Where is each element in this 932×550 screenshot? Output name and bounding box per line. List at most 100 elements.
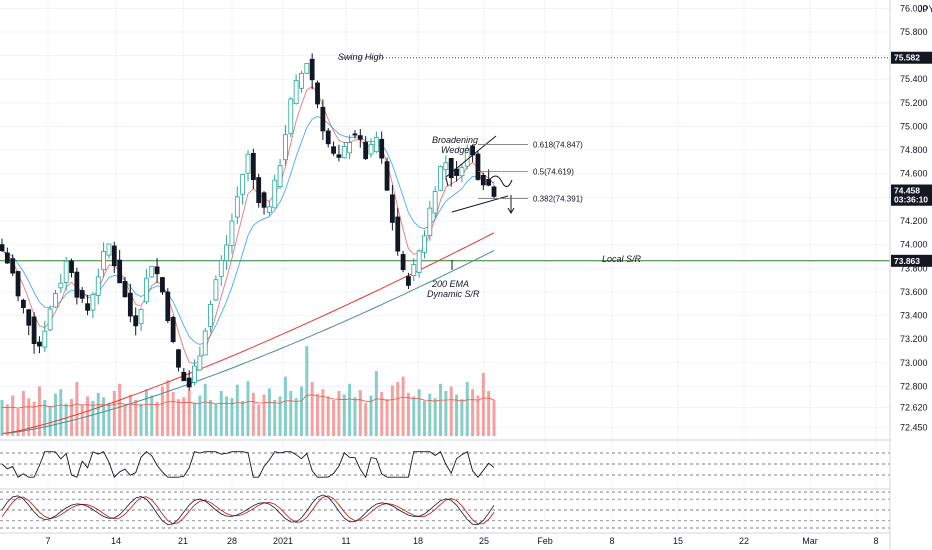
candle-body bbox=[395, 216, 401, 252]
candle-body bbox=[336, 154, 342, 158]
candle-body bbox=[15, 271, 21, 297]
volume-bar bbox=[246, 381, 250, 436]
volume-bar bbox=[406, 392, 410, 436]
candle-body bbox=[266, 206, 272, 213]
candle-body bbox=[245, 153, 251, 174]
candle-body bbox=[480, 174, 486, 186]
volume-bar bbox=[385, 399, 389, 436]
candle-body bbox=[283, 134, 288, 161]
volume-bar bbox=[235, 384, 239, 436]
candle-body bbox=[438, 166, 443, 191]
fib-level-label: 0.5(74.619) bbox=[533, 168, 574, 177]
volume-bar bbox=[439, 383, 443, 436]
volume-bar bbox=[37, 386, 41, 436]
candle-body bbox=[234, 196, 240, 218]
time-label: Feb bbox=[537, 536, 553, 546]
time-label: 8 bbox=[873, 536, 878, 546]
price-tick-label: 73.600 bbox=[900, 287, 928, 297]
candle-body bbox=[31, 316, 37, 345]
volume-bar bbox=[321, 389, 325, 436]
volume-bar bbox=[433, 398, 437, 436]
candle-body bbox=[277, 165, 283, 188]
volume-bar bbox=[455, 394, 459, 436]
volume-bar bbox=[449, 386, 453, 436]
candle-body bbox=[95, 276, 101, 296]
volume-bar bbox=[107, 402, 111, 436]
candle-body bbox=[261, 192, 267, 208]
candle-body bbox=[459, 167, 465, 177]
candle-body bbox=[315, 82, 320, 105]
candle-body bbox=[406, 276, 411, 286]
volume-bar bbox=[214, 403, 218, 436]
volume-bar bbox=[5, 404, 9, 436]
annotation-swing-high: Swing High bbox=[338, 52, 384, 62]
volume-bar bbox=[112, 391, 116, 436]
volume-bar bbox=[91, 400, 95, 436]
candle-body bbox=[400, 254, 406, 270]
candle-body bbox=[448, 157, 454, 179]
price-tick-label: 75.000 bbox=[900, 121, 928, 131]
currency-label: JPY bbox=[918, 4, 932, 14]
annotation-broadening: Broadening bbox=[432, 135, 478, 145]
volume-bar bbox=[198, 395, 202, 436]
grid bbox=[0, 0, 890, 532]
price-tag-bg bbox=[891, 184, 932, 197]
projection-curve bbox=[487, 175, 513, 187]
volume-bar bbox=[53, 393, 57, 436]
candle-body bbox=[357, 135, 363, 140]
candle-body bbox=[127, 292, 133, 317]
ema-200-alt-line bbox=[1, 250, 495, 435]
price-tag-label: 73.863 bbox=[894, 256, 920, 266]
volume-bar bbox=[64, 403, 68, 436]
volume-bar bbox=[396, 382, 400, 436]
candle-body bbox=[454, 168, 459, 176]
volume-bar bbox=[444, 391, 448, 436]
volume-bar bbox=[305, 346, 309, 436]
volume-bar bbox=[219, 391, 223, 436]
volume-bar bbox=[11, 395, 15, 436]
volume-bar bbox=[476, 395, 480, 436]
candle-body bbox=[341, 146, 347, 159]
candle-body bbox=[0, 244, 5, 252]
candle-body bbox=[197, 355, 203, 371]
annotation-wedge: Wedge bbox=[441, 145, 469, 155]
annotation-200-ema: 200 EMA bbox=[431, 279, 469, 289]
candle-body bbox=[90, 294, 96, 311]
volume-bar bbox=[209, 400, 213, 436]
volume-bar bbox=[262, 394, 266, 436]
volume-bar bbox=[412, 396, 416, 436]
candle-body bbox=[122, 280, 128, 298]
candle-body bbox=[138, 308, 144, 325]
annotation-dynamic-sr: Dynamic S/R bbox=[427, 289, 480, 299]
volume-bar bbox=[176, 399, 180, 436]
candle-body bbox=[272, 179, 278, 209]
candle-body bbox=[352, 133, 358, 136]
volume-bar bbox=[251, 392, 255, 436]
price-axis: 76.00075.80075.60075.40075.20075.00074.8… bbox=[889, 0, 932, 550]
volume-ma-line bbox=[1, 394, 495, 409]
volume-bar bbox=[390, 385, 394, 436]
candle-body bbox=[149, 265, 155, 278]
candle-body bbox=[79, 290, 85, 299]
candle-body bbox=[229, 220, 235, 246]
volume-bar bbox=[102, 397, 106, 436]
price-tick-label: 72.620 bbox=[900, 403, 928, 413]
horizontal-levels bbox=[0, 57, 890, 262]
volume-bar bbox=[70, 399, 74, 436]
candle-body bbox=[427, 207, 433, 236]
volume-bar bbox=[417, 389, 421, 436]
annotation-local-sr: Local S/R bbox=[602, 254, 642, 264]
volume-bar bbox=[123, 405, 127, 436]
candle-body bbox=[218, 260, 224, 277]
time-label: 7 bbox=[45, 536, 50, 546]
candle-body bbox=[160, 277, 165, 293]
time-label: 18 bbox=[413, 536, 423, 546]
candle-body bbox=[411, 264, 417, 276]
volume-bar bbox=[32, 401, 36, 436]
volume-bar bbox=[155, 401, 159, 436]
candle-body bbox=[208, 304, 213, 327]
stoch-d-line bbox=[1, 495, 495, 525]
